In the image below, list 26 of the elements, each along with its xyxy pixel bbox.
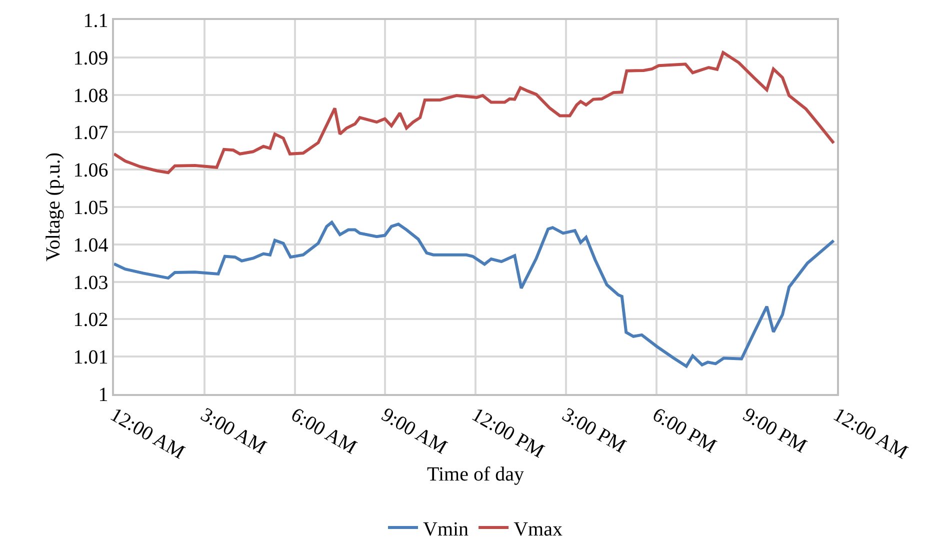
y-tick-label: 1.06 [73,160,108,182]
x-tick-label: 9:00 AM [378,404,451,459]
y-tick-label: 1.01 [73,346,108,369]
y-tick-label: 1.07 [73,122,108,144]
line-series [114,51,836,174]
y-tick-label: 1.09 [73,47,108,70]
x-tick-label: 9:00 PM [739,404,810,458]
x-tick-label: 12:00 AM [106,404,188,464]
x-tick-label: 6:00 PM [648,404,720,458]
legend-label: Vmax [514,518,562,540]
x-tick-label: 6:00 AM [287,404,361,459]
x-tick-label: 3:00 PM [558,404,630,458]
x-tick-label: 12:00 AM [830,404,912,464]
y-axis-title: Voltage (p.u.) [42,152,64,262]
y-tick-label: 1.08 [73,84,108,107]
y-tick-label: 1.04 [73,234,108,256]
line-series [114,220,836,368]
y-tick-label: 1 [98,384,108,406]
x-tick-label: 12:00 PM [468,404,548,463]
y-tick-label: 1.1 [83,10,108,32]
x-tick-label: 3:00 AM [196,404,270,459]
y-tick-label: 1.02 [73,309,108,332]
y-tick-label: 1.05 [73,197,108,219]
legend-label: Vmin [423,518,469,540]
y-tick-label: 1.03 [73,272,108,294]
x-axis-title: Time of day [426,464,524,486]
